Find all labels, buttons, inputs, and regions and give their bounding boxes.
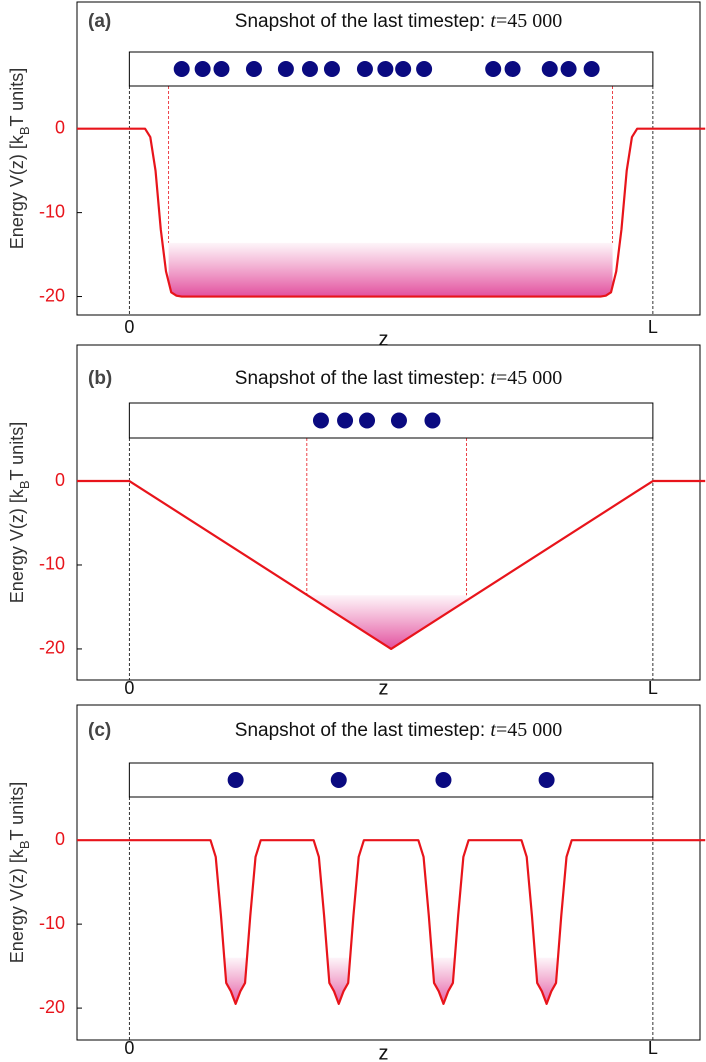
panel-label: (b) <box>88 368 112 389</box>
y-tick-label: -10 <box>39 913 65 933</box>
shaded-region <box>168 242 613 297</box>
particle <box>377 61 394 77</box>
x-tick-label: 0 <box>124 317 134 337</box>
particle <box>312 412 329 429</box>
frame <box>76 1 701 316</box>
x-tick-label: 0 <box>124 678 134 698</box>
y-tick-label: 0 <box>55 470 65 490</box>
particle <box>390 412 407 429</box>
y-axis-label: Energy V(z) [kBT units] <box>7 68 32 249</box>
panel: 0 Lz 0 -10 -20 Energy V(z) [kBT units] (a) Snap… <box>7 1 706 350</box>
panel-title: Snapshot of the last timestep: t=45 000 <box>235 10 562 32</box>
particle <box>485 61 502 77</box>
y-axis-label-part: Energy V(z) [k <box>7 848 27 963</box>
title-italic: t <box>490 719 496 741</box>
y-axis-label-sub: B <box>17 481 32 490</box>
y-axis-label-part: T units] <box>7 422 27 481</box>
particle <box>213 61 230 77</box>
y-axis-label: Energy V(z) [kBT units] <box>7 422 32 603</box>
y-tick-label: -20 <box>39 997 65 1017</box>
particle-box <box>128 762 654 798</box>
y-tick-label: 0 <box>55 829 65 849</box>
x-tick-label: 0 <box>124 1038 134 1058</box>
y-axis-label-part: T units] <box>7 68 27 127</box>
title-part: Snapshot of the last timestep: <box>235 368 491 389</box>
panel: 0 Lz 0 -10 -20 Energy V(z) [kBT units] (c) Snap… <box>7 704 706 1062</box>
y-tick-label: -10 <box>39 201 65 221</box>
x-tick-label: L <box>648 678 658 698</box>
panel-label: (c) <box>88 720 111 741</box>
particle-box <box>128 51 654 87</box>
title-part: Snapshot of the last timestep: <box>235 720 491 741</box>
particle <box>416 61 433 77</box>
particle <box>538 772 555 788</box>
y-tick-label: -20 <box>39 285 65 305</box>
particle <box>227 772 244 788</box>
particle <box>560 61 577 77</box>
particle <box>173 61 190 77</box>
panel: 0 Lz 0 -10 -20 Energy V(z) [kBT units] (b) Snap… <box>7 344 706 699</box>
y-axis-label: Energy V(z) [kBT units] <box>7 782 32 963</box>
title-italic: t <box>490 10 496 32</box>
shaded-region <box>77 957 700 1004</box>
y-tick-label: 0 <box>55 117 65 137</box>
title-part: =45 000 <box>496 10 562 32</box>
y-axis-label-part: Energy V(z) [k <box>7 488 27 603</box>
particle <box>194 61 211 77</box>
particle <box>435 772 452 788</box>
frame <box>76 344 701 681</box>
title-italic: t <box>490 367 496 389</box>
y-axis-label-part: T units] <box>7 782 27 841</box>
panel-title: Snapshot of the last timestep: t=45 000 <box>235 367 562 389</box>
x-tick-label: L <box>648 1038 658 1058</box>
frame <box>76 704 701 1041</box>
particle <box>337 412 354 429</box>
x-axis-label: z <box>379 677 389 699</box>
x-axis-label: z <box>379 328 389 350</box>
y-axis-label-sub: B <box>17 127 32 136</box>
particle <box>395 61 412 77</box>
y-axis-label-part: Energy V(z) [k <box>7 134 27 249</box>
title-part: Snapshot of the last timestep: <box>235 11 491 32</box>
x-axis-label: z <box>379 1042 389 1062</box>
potential-curve <box>77 479 706 651</box>
panel-label: (a) <box>88 11 111 32</box>
particle <box>323 61 340 77</box>
particle <box>330 772 347 788</box>
particle <box>504 61 521 77</box>
particle <box>245 61 262 77</box>
particle <box>424 412 441 429</box>
particle <box>541 61 558 77</box>
particle <box>583 61 600 77</box>
particle <box>277 61 294 77</box>
potential-curve <box>77 127 706 298</box>
particle <box>359 412 376 429</box>
particle-box <box>128 402 654 439</box>
x-tick-label: L <box>648 317 658 337</box>
title-part: =45 000 <box>496 719 562 741</box>
potential-curve <box>77 839 706 1005</box>
particle <box>356 61 373 77</box>
title-part: =45 000 <box>496 367 562 389</box>
y-axis-label-sub: B <box>17 841 32 850</box>
shaded-region <box>306 595 467 649</box>
y-tick-label: -10 <box>39 554 65 574</box>
panel-title: Snapshot of the last timestep: t=45 000 <box>235 719 562 741</box>
particle <box>301 61 318 77</box>
y-tick-label: -20 <box>39 638 65 658</box>
